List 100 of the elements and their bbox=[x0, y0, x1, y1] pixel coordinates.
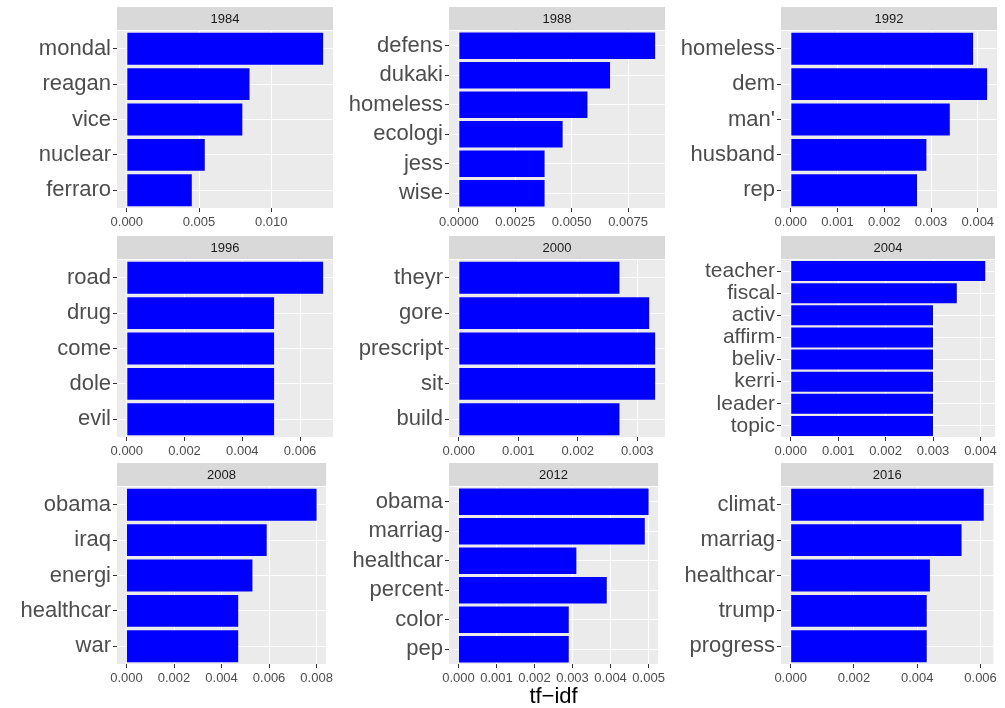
chart-title: 2000 bbox=[542, 239, 572, 255]
bar bbox=[791, 559, 930, 592]
x-tick-label: 0.004 bbox=[964, 443, 997, 459]
y-tick-label: teacher bbox=[704, 257, 775, 281]
bar bbox=[791, 630, 927, 663]
x-tick-label: 0.0050 bbox=[551, 214, 592, 230]
x-tick-label: 0.010 bbox=[254, 214, 288, 230]
y-tick-label: husband bbox=[690, 140, 775, 166]
y-tick-label: beliv bbox=[731, 346, 776, 370]
y-tick-label: rep bbox=[743, 176, 775, 202]
x-tick-label: 0.002 bbox=[157, 670, 191, 686]
y-tick-label: topic bbox=[730, 412, 775, 436]
x-tick-label: 0.001 bbox=[502, 443, 535, 459]
bar bbox=[459, 150, 545, 178]
x-tick-label: 0.0000 bbox=[438, 214, 479, 230]
bar bbox=[459, 403, 620, 436]
bar bbox=[791, 393, 934, 414]
y-tick-label: obama bbox=[375, 487, 444, 513]
chart-title: 2012 bbox=[539, 466, 569, 482]
y-tick-label: healthcar bbox=[684, 561, 775, 587]
y-tick-label: gore bbox=[398, 299, 443, 325]
y-tick-label: healthcar bbox=[20, 596, 111, 622]
bar bbox=[459, 179, 545, 207]
y-tick-label: nuclear bbox=[38, 140, 111, 166]
bar bbox=[127, 594, 239, 627]
x-tick-label: 0.0075 bbox=[608, 214, 648, 230]
x-tick-label: 0.0025 bbox=[495, 214, 536, 230]
x-tick-label: 0.000 bbox=[442, 670, 475, 686]
y-tick-label: kerri bbox=[734, 368, 775, 392]
x-tick-label: 0.000 bbox=[442, 443, 476, 459]
chart-title: 1996 bbox=[210, 239, 240, 255]
y-tick-label: leader bbox=[716, 390, 775, 414]
bar bbox=[459, 547, 577, 575]
x-tick-label: 0.003 bbox=[621, 443, 654, 459]
x-tick-label: 0.000 bbox=[774, 214, 808, 230]
x-tick-label: 0.006 bbox=[283, 443, 317, 459]
bar bbox=[459, 606, 569, 634]
y-tick-label: energi bbox=[49, 561, 111, 587]
y-tick-label: percent bbox=[369, 576, 443, 602]
bar bbox=[791, 594, 927, 627]
x-tick-label: 0.004 bbox=[961, 214, 995, 230]
x-tick-label: 0.006 bbox=[964, 670, 997, 686]
x-tick-label: 0.006 bbox=[252, 670, 286, 686]
bar bbox=[127, 68, 250, 101]
x-tick-label: 0.000 bbox=[110, 670, 143, 686]
bar bbox=[127, 174, 192, 207]
x-tick-label: 0.002 bbox=[561, 443, 595, 459]
y-tick-label: homeless bbox=[348, 90, 443, 116]
y-tick-label: progress bbox=[689, 632, 775, 658]
y-tick-label: man' bbox=[728, 105, 775, 131]
y-tick-label: ferraro bbox=[46, 176, 111, 202]
y-tick-label: defens bbox=[376, 31, 443, 57]
bar bbox=[459, 91, 588, 119]
chart-title: 1984 bbox=[210, 10, 240, 26]
y-tick-label: road bbox=[66, 263, 111, 289]
y-tick-label: reagan bbox=[42, 70, 111, 96]
bar bbox=[791, 174, 918, 207]
bar bbox=[791, 103, 950, 136]
bar bbox=[791, 138, 927, 171]
y-tick-label: marriag bbox=[368, 517, 443, 543]
bar bbox=[791, 283, 957, 304]
bar bbox=[791, 524, 962, 557]
bar bbox=[459, 120, 563, 148]
y-tick-label: evil bbox=[77, 405, 111, 431]
y-tick-label: activ bbox=[731, 302, 776, 326]
x-tick-label: 0.000 bbox=[110, 214, 144, 230]
x-tick-label: 0.000 bbox=[110, 443, 144, 459]
y-tick-label: homeless bbox=[680, 34, 775, 60]
y-tick-label: affirm bbox=[722, 324, 775, 348]
y-tick-label: jess bbox=[402, 149, 443, 175]
y-tick-label: fiscal bbox=[727, 279, 775, 303]
bar bbox=[127, 630, 239, 663]
x-tick-label: 0.001 bbox=[480, 670, 513, 686]
bar bbox=[459, 297, 650, 330]
x-tick-label: 0.004 bbox=[226, 443, 259, 459]
x-tick-label: 0.002 bbox=[869, 443, 902, 459]
y-tick-label: trump bbox=[718, 596, 775, 622]
x-tick-label: 0.002 bbox=[168, 443, 201, 459]
y-tick-label: drug bbox=[66, 299, 111, 325]
x-tick-label: 0.004 bbox=[205, 670, 238, 686]
bar bbox=[127, 138, 205, 171]
bar bbox=[459, 635, 569, 663]
chart-title: 1992 bbox=[874, 10, 904, 26]
bar bbox=[127, 559, 253, 592]
y-tick-label: marriag bbox=[700, 526, 775, 552]
y-tick-label: mondal bbox=[38, 34, 111, 60]
x-tick-label: 0.001 bbox=[821, 214, 854, 230]
x-tick-label: 0.005 bbox=[632, 670, 665, 686]
bar bbox=[459, 576, 607, 604]
bar bbox=[459, 61, 611, 89]
bar bbox=[791, 68, 988, 101]
y-tick-label: dem bbox=[732, 70, 775, 96]
x-tick-label: 0.008 bbox=[300, 670, 333, 686]
x-tick-label: 0.002 bbox=[868, 214, 901, 230]
y-tick-label: wise bbox=[397, 179, 443, 205]
y-tick-label: healthcar bbox=[352, 546, 443, 572]
y-tick-label: theyr bbox=[394, 263, 443, 289]
y-tick-label: color bbox=[395, 605, 443, 631]
x-tick-label: 0.004 bbox=[594, 670, 627, 686]
bar bbox=[127, 524, 267, 557]
